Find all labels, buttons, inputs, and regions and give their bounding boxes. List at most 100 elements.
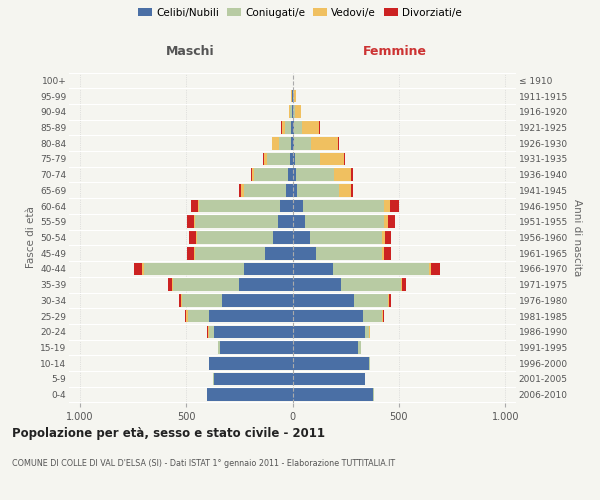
Bar	[385, 231, 391, 244]
Bar	[383, 310, 384, 322]
Bar	[293, 388, 373, 401]
Bar	[382, 310, 383, 322]
Bar	[333, 262, 429, 275]
Bar	[295, 106, 301, 118]
Y-axis label: Fasce di età: Fasce di età	[26, 206, 36, 268]
Bar	[173, 278, 239, 291]
Bar	[292, 121, 293, 134]
Bar	[209, 326, 214, 338]
Bar	[134, 262, 142, 275]
Bar	[198, 200, 199, 212]
Bar	[305, 216, 384, 228]
Bar	[384, 216, 388, 228]
Bar	[295, 152, 320, 165]
Bar	[194, 247, 265, 260]
Bar	[293, 341, 358, 354]
Bar	[69, 292, 516, 308]
Bar	[188, 310, 209, 322]
Bar	[293, 247, 316, 260]
Bar	[199, 200, 280, 212]
Bar	[365, 326, 369, 338]
Bar	[244, 184, 286, 196]
Bar	[69, 324, 516, 340]
Bar	[179, 294, 181, 306]
Bar	[293, 326, 365, 338]
Bar	[252, 168, 254, 181]
Bar	[293, 137, 311, 149]
Bar	[293, 216, 305, 228]
Bar	[282, 121, 285, 134]
Bar	[293, 278, 341, 291]
Bar	[288, 168, 293, 181]
Bar	[189, 231, 196, 244]
Bar	[293, 294, 354, 306]
Bar	[69, 120, 516, 136]
Bar	[251, 168, 252, 181]
Bar	[69, 277, 516, 292]
Bar	[369, 326, 370, 338]
Bar	[239, 278, 293, 291]
Bar	[142, 262, 143, 275]
Bar	[388, 216, 395, 228]
Text: COMUNE DI COLLE DI VAL D'ELSA (SI) - Dati ISTAT 1° gennaio 2011 - Elaborazione T: COMUNE DI COLLE DI VAL D'ELSA (SI) - Dat…	[12, 459, 395, 468]
Bar	[293, 200, 303, 212]
Bar	[429, 262, 431, 275]
Bar	[354, 294, 388, 306]
Bar	[431, 262, 440, 275]
Bar	[172, 278, 173, 291]
Bar	[267, 152, 290, 165]
Bar	[182, 294, 222, 306]
Legend: Celibi/Nubili, Coniugati/e, Vedovi/e, Divorziati/e: Celibi/Nubili, Coniugati/e, Vedovi/e, Di…	[139, 8, 461, 18]
Bar	[293, 262, 333, 275]
Bar	[69, 230, 516, 246]
Bar	[303, 200, 384, 212]
Bar	[294, 90, 296, 102]
Bar	[290, 152, 293, 165]
Bar	[264, 152, 267, 165]
Bar	[187, 247, 194, 260]
Bar	[220, 341, 293, 354]
Bar	[208, 326, 209, 338]
Bar	[285, 121, 292, 134]
Y-axis label: Anni di nascita: Anni di nascita	[572, 199, 582, 276]
Bar	[69, 182, 516, 198]
Text: Popolazione per età, sesso e stato civile - 2011: Popolazione per età, sesso e stato civil…	[12, 428, 325, 440]
Bar	[244, 262, 293, 275]
Bar	[280, 200, 293, 212]
Bar	[214, 372, 293, 385]
Bar	[296, 168, 334, 181]
Bar	[254, 168, 288, 181]
Bar	[208, 388, 293, 401]
Bar	[209, 310, 293, 322]
Bar	[69, 246, 516, 261]
Bar	[402, 278, 406, 291]
Bar	[311, 137, 338, 149]
Bar	[340, 184, 351, 196]
Bar	[69, 308, 516, 324]
Bar	[334, 168, 351, 181]
Bar	[209, 357, 293, 370]
Bar	[69, 356, 516, 371]
Bar	[290, 106, 292, 118]
Bar	[401, 278, 402, 291]
Bar	[388, 294, 389, 306]
Bar	[69, 214, 516, 230]
Bar	[293, 357, 369, 370]
Bar	[69, 198, 516, 214]
Bar	[194, 216, 278, 228]
Bar	[241, 184, 244, 196]
Bar	[69, 151, 516, 167]
Bar	[274, 231, 293, 244]
Bar	[278, 137, 292, 149]
Bar	[222, 294, 293, 306]
Bar	[197, 231, 274, 244]
Bar	[289, 106, 290, 118]
Bar	[341, 278, 401, 291]
Bar	[214, 326, 293, 338]
Bar	[218, 341, 220, 354]
Bar	[293, 184, 297, 196]
Bar	[302, 121, 319, 134]
Bar	[384, 200, 391, 212]
Bar	[293, 90, 294, 102]
Bar	[389, 294, 391, 306]
